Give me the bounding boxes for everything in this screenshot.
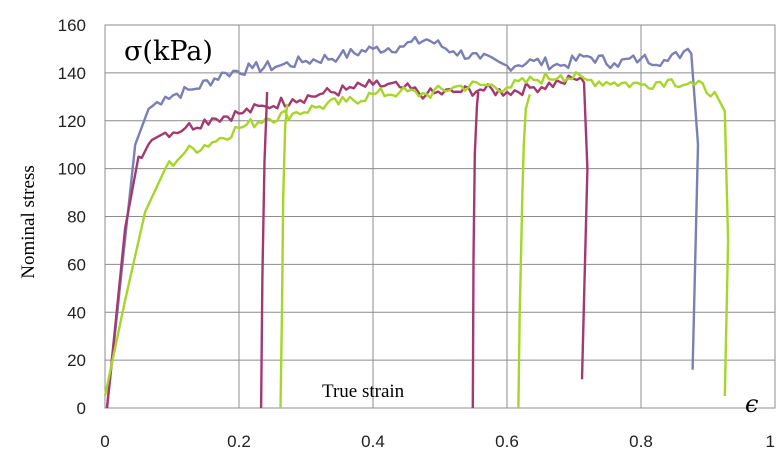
unit-label: σ(kPa)	[124, 36, 213, 67]
y-axis-label: Nominal stress	[18, 165, 39, 278]
x-axis-label: True strain	[322, 381, 405, 402]
series-line-2	[103, 71, 730, 397]
x-tick-labels: 0 0.2 0.4 0.6 0.8 1	[100, 432, 775, 451]
series-line-6	[517, 94, 531, 409]
series-line-4	[279, 103, 289, 409]
x-tick-label: 0.2	[227, 432, 251, 451]
x-tick-label: 0	[100, 432, 109, 451]
series-line-5	[471, 91, 480, 409]
y-tick-label: 100	[58, 160, 86, 179]
y-tick-label: 80	[67, 208, 86, 227]
x-tick-label: 1	[766, 432, 775, 451]
y-tick-label: 60	[67, 255, 86, 274]
y-tick-label: 40	[67, 303, 86, 322]
y-tick-label: 0	[77, 399, 86, 418]
series-group	[103, 35, 730, 409]
plot-border	[104, 24, 776, 409]
series-line-1	[105, 74, 589, 409]
x-symbol: ϵ	[745, 390, 758, 418]
series-line-3	[259, 91, 269, 409]
y-tick-label: 140	[58, 64, 86, 83]
y-tick-labels: 0 20 40 60 80 100 120 140 160	[58, 16, 86, 418]
x-tick-label: 0.8	[629, 432, 653, 451]
x-tick-label: 0.4	[361, 432, 385, 451]
y-tick-label: 160	[58, 16, 86, 35]
y-tick-label: 120	[58, 112, 86, 131]
x-tick-label: 0.6	[495, 432, 519, 451]
series-line-0	[105, 35, 700, 409]
y-tick-label: 20	[67, 351, 86, 370]
grid	[104, 24, 776, 409]
